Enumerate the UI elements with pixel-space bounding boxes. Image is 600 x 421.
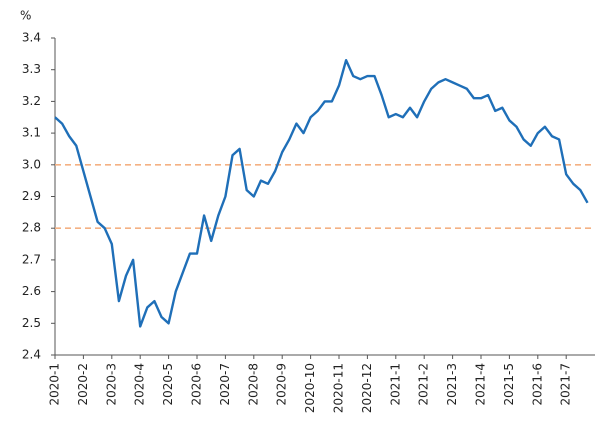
y-tick-label: 3.3 [22,62,41,76]
x-tick-label: 2020-3 [104,363,118,406]
data-line [54,58,589,328]
x-tick-label: 2021-2 [417,363,431,406]
y-tick-label: 2.9 [22,189,41,203]
x-tick-label: 2021-7 [559,363,573,406]
x-tick-label: 2021-1 [388,363,402,406]
y-tick-label: 2.6 [22,284,41,298]
x-tick-label: 2020-6 [190,363,204,406]
x-tick-label: 2020-2 [76,363,90,406]
x-tick-label: 2020-4 [133,363,147,406]
y-tick-label: 3.4 [22,31,41,45]
y-tick-label: 2.8 [22,221,41,235]
x-tick-label: 2020-7 [218,363,232,406]
y-tick-label: 2.7 [22,252,41,266]
y-tick-label: 3.0 [22,157,41,171]
x-tick-label: 2021-4 [474,363,488,406]
y-unit-label: % [20,9,31,23]
x-tick-label: 2020-11 [332,363,346,413]
x-tick-label: 2021-6 [530,363,544,406]
x-tick-label: 2020-12 [360,363,374,413]
y-tick-label: 2.5 [22,316,41,330]
x-tick-label: 2021-5 [502,363,516,406]
y-tick-label: 2.4 [22,348,41,362]
x-tick-label: 2021-3 [445,363,459,406]
x-tick-label: 2020-5 [161,363,175,406]
x-tick-label: 2020-10 [303,363,317,413]
y-tick-label: 3.1 [22,126,41,140]
x-tick-label: 2020-1 [48,363,62,406]
y-tick-label: 3.2 [22,94,41,108]
x-tick-label: 2020-8 [246,363,260,406]
x-tick-label: 2020-9 [275,363,289,406]
